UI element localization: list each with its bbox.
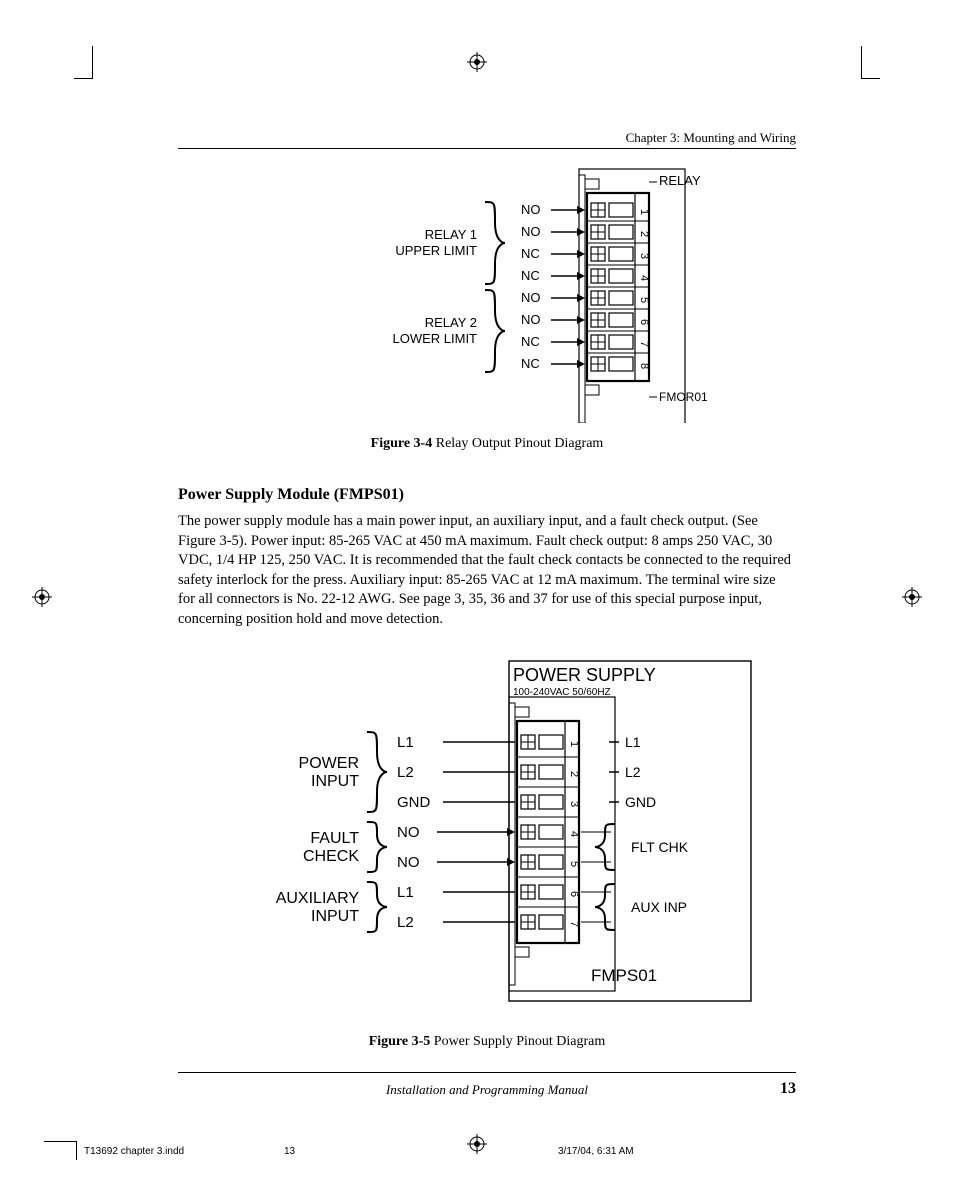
svg-text:7: 7 — [638, 341, 650, 347]
svg-text:5: 5 — [568, 861, 580, 867]
slug-date: 3/17/04, 6:31 AM — [558, 1146, 634, 1157]
section-heading: Power Supply Module (FMPS01) — [178, 486, 796, 504]
svg-text:2: 2 — [568, 771, 580, 777]
svg-text:L2: L2 — [625, 764, 641, 780]
svg-text:NC: NC — [521, 246, 540, 261]
svg-text:INPUT: INPUT — [311, 773, 359, 790]
figure-3-4-caption: Figure 3-4 Relay Output Pinout Diagram — [178, 436, 796, 452]
svg-text:POWER SUPPLY: POWER SUPPLY — [513, 665, 656, 685]
svg-text:L2: L2 — [397, 914, 414, 931]
slug-page: 13 — [284, 1146, 295, 1157]
svg-text:3: 3 — [638, 253, 650, 259]
svg-text:NC: NC — [521, 334, 540, 349]
svg-text:NC: NC — [521, 268, 540, 283]
svg-text:GND: GND — [625, 794, 656, 810]
svg-text:NO: NO — [521, 312, 541, 327]
svg-text:AUXILIARY: AUXILIARY — [276, 890, 360, 907]
svg-text:L1: L1 — [625, 734, 641, 750]
svg-text:FLT CHK: FLT CHK — [631, 839, 689, 855]
page-number: 13 — [780, 1080, 796, 1098]
svg-text:6: 6 — [568, 891, 580, 897]
registration-mark-right — [902, 587, 922, 607]
svg-text:FMOR01: FMOR01 — [659, 390, 708, 404]
svg-text:4: 4 — [568, 831, 580, 837]
footer-manual-title: Installation and Programming Manual — [178, 1082, 796, 1098]
slug-filename: T13692 chapter 3.indd — [84, 1146, 184, 1157]
figure-3-5-caption-bold: Figure 3-5 — [369, 1034, 431, 1049]
svg-text:1: 1 — [568, 741, 580, 747]
svg-text:5: 5 — [638, 297, 650, 303]
svg-text:7: 7 — [568, 921, 580, 927]
svg-text:100-240VAC 50/60HZ: 100-240VAC 50/60HZ — [513, 687, 611, 698]
section-body: The power supply module has a main power… — [178, 512, 796, 629]
svg-text:L1: L1 — [397, 734, 414, 751]
svg-text:INPUT: INPUT — [311, 908, 359, 925]
chapter-header: Chapter 3: Mounting and Wiring — [178, 130, 796, 149]
svg-text:UPPER LIMIT: UPPER LIMIT — [395, 243, 477, 258]
figure-3-4-caption-text: Relay Output Pinout Diagram — [432, 436, 603, 451]
crop-mark-bl — [44, 1141, 77, 1160]
svg-text:3: 3 — [568, 801, 580, 807]
svg-text:L2: L2 — [397, 764, 414, 781]
svg-text:CHECK: CHECK — [303, 848, 359, 865]
svg-text:LOWER LIMIT: LOWER LIMIT — [392, 331, 477, 346]
svg-text:NO: NO — [521, 224, 541, 239]
svg-text:GND: GND — [397, 794, 431, 811]
svg-text:NO: NO — [397, 824, 420, 841]
svg-text:6: 6 — [638, 319, 650, 325]
svg-text:1: 1 — [638, 209, 650, 215]
power-supply-pinout-diagram: 1 2 3 4 5 6 7 POWER SUPPLY 100-240VAC 50/60HZ FMP… — [207, 651, 767, 1021]
svg-text:NC: NC — [521, 356, 540, 371]
svg-text:NO: NO — [397, 854, 420, 871]
figure-3-4: 1 2 3 4 5 6 7 8 RELAY FMOR01 RELAY 1UPPER LIMIT NO N… — [178, 163, 796, 452]
figure-3-5: 1 2 3 4 5 6 7 POWER SUPPLY 100-240VAC 50/60HZ FMP… — [178, 651, 796, 1050]
page-content: Chapter 3: Mounting and Wiring 1 2 3 4 5 6 7 8 R… — [178, 130, 796, 1050]
relay-pinout-diagram: 1 2 3 4 5 6 7 8 RELAY FMOR01 RELAY 1UPPER LIMIT NO N… — [247, 163, 727, 423]
registration-mark-left — [32, 587, 52, 607]
svg-text:NO: NO — [521, 202, 541, 217]
svg-text:L1: L1 — [397, 884, 414, 901]
svg-text:NO: NO — [521, 290, 541, 305]
figure-3-5-caption-text: Power Supply Pinout Diagram — [430, 1034, 605, 1049]
crop-mark-tr — [861, 46, 880, 79]
svg-text:2: 2 — [638, 231, 650, 237]
svg-text:FAULT: FAULT — [310, 830, 359, 847]
svg-text:8: 8 — [638, 363, 650, 369]
figure-3-5-caption: Figure 3-5 Power Supply Pinout Diagram — [178, 1034, 796, 1050]
registration-mark-bottom — [467, 1134, 487, 1154]
svg-text:POWER: POWER — [299, 755, 359, 772]
registration-mark-top — [467, 52, 487, 72]
svg-text:RELAY 2: RELAY 2 — [425, 315, 477, 330]
crop-mark-tl — [74, 46, 93, 79]
svg-text:AUX INP: AUX INP — [631, 899, 687, 915]
svg-text:FMPS01: FMPS01 — [591, 966, 657, 985]
svg-text:RELAY: RELAY — [659, 173, 701, 188]
svg-text:4: 4 — [638, 275, 650, 281]
figure-3-4-caption-bold: Figure 3-4 — [371, 436, 433, 451]
svg-text:RELAY 1: RELAY 1 — [425, 227, 477, 242]
footer-rule — [178, 1072, 796, 1073]
